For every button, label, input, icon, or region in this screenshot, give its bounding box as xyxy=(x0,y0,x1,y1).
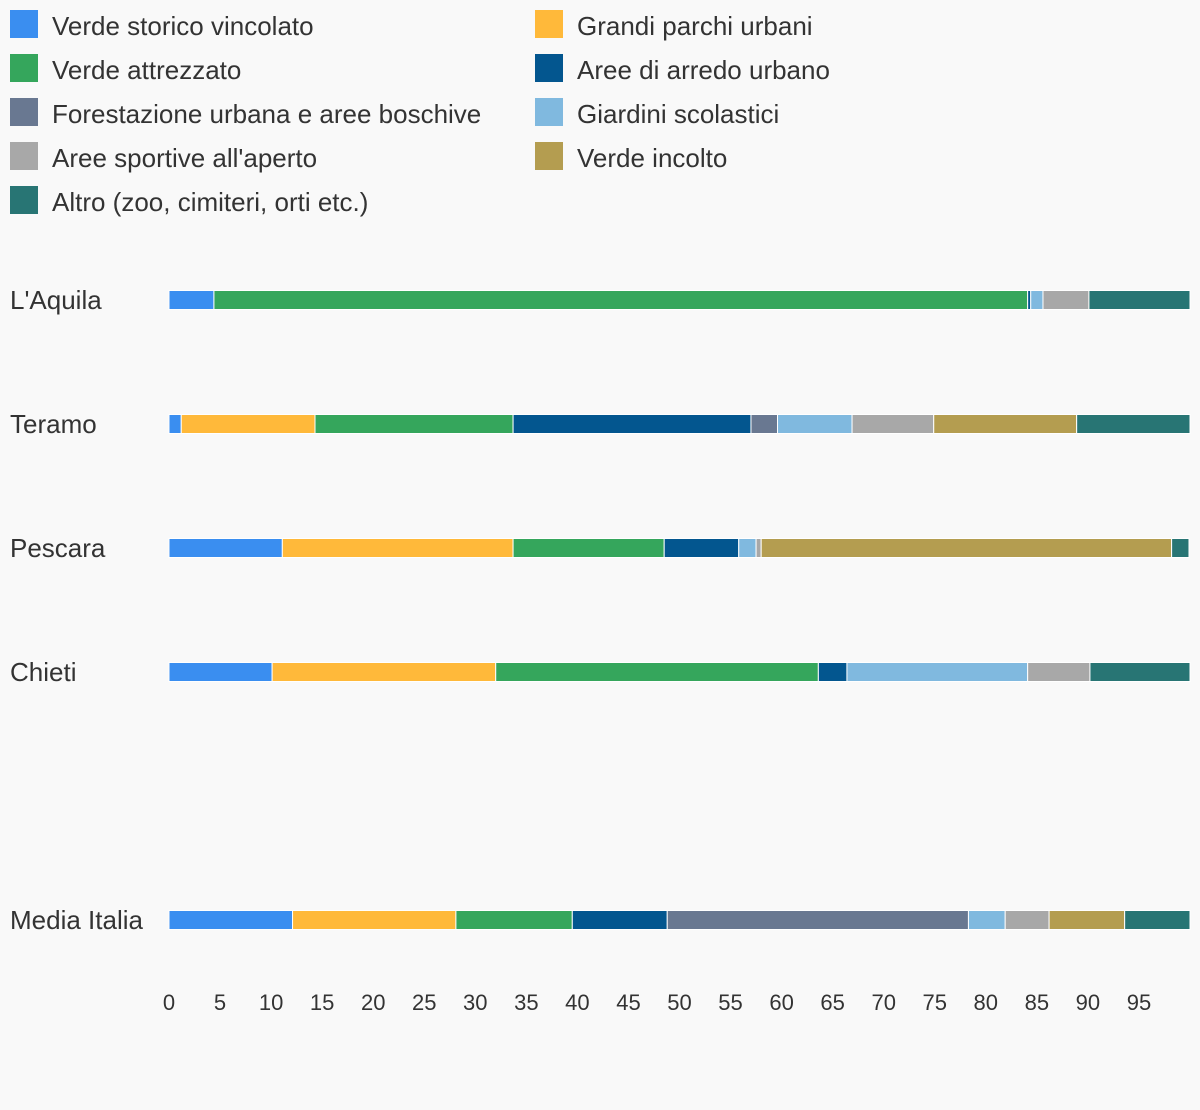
bar-media-italia-forestazione-urbana-e-aree-boschive[interactable] xyxy=(667,911,968,930)
legend-swatch xyxy=(10,54,38,82)
legend-label: Verde incolto xyxy=(577,143,727,173)
bar-media-italia-verde-storico-vincolato[interactable] xyxy=(169,911,293,930)
bar-pescara-verde-storico-vincolato[interactable] xyxy=(169,539,282,558)
x-axis: 0 5 10 15 20 25 30 35 40 45 50 55 60 65 70 75 80 85 90 95 xyxy=(163,990,1151,1015)
bar-l-aquila-altro-zoo-cimiteri-orti-etc[interactable] xyxy=(1089,291,1190,310)
bar-media-italia-verde-attrezzato[interactable] xyxy=(456,911,572,930)
legend-item-verde-incolto[interactable]: Verde incolto xyxy=(535,142,727,173)
bar-chieti-verde-storico-vincolato[interactable] xyxy=(169,663,272,682)
x-tick-label: 35 xyxy=(514,990,538,1015)
legend-label: Verde storico vincolato xyxy=(52,11,314,41)
bar-teramo-aree-sportive-all-aperto[interactable] xyxy=(852,415,934,434)
bar-teramo-verde-attrezzato[interactable] xyxy=(315,415,513,434)
bar-l-aquila-verde-storico-vincolato[interactable] xyxy=(169,291,214,310)
legend-label: Giardini scolastici xyxy=(577,99,779,129)
x-tick-label: 40 xyxy=(565,990,589,1015)
category-label-teramo: Teramo xyxy=(10,409,97,439)
bar-teramo-forestazione-urbana-e-aree-boschive[interactable] xyxy=(751,415,778,434)
legend-label: Altro (zoo, cimiteri, orti etc.) xyxy=(52,187,368,217)
bar-teramo-verde-storico-vincolato[interactable] xyxy=(169,415,181,434)
bar-chieti-aree-sportive-all-aperto[interactable] xyxy=(1028,663,1090,682)
legend-item-forestazione-urbana-e-aree-boschive[interactable]: Forestazione urbana e aree boschive xyxy=(10,98,481,129)
bar-chieti-altro-zoo-cimiteri-orti-etc[interactable] xyxy=(1090,663,1190,682)
bar-teramo-aree-di-arredo-urbano[interactable] xyxy=(513,415,751,434)
x-tick-label: 95 xyxy=(1127,990,1151,1015)
x-tick-label: 15 xyxy=(310,990,334,1015)
bars xyxy=(169,291,1190,930)
legend: Verde storico vincolato Grandi parchi urb… xyxy=(10,10,830,217)
legend-item-aree-sportive-all-aperto[interactable]: Aree sportive all'aperto xyxy=(10,142,317,173)
x-tick-label: 30 xyxy=(463,990,487,1015)
category-label-chieti: Chieti xyxy=(10,657,76,687)
bar-media-italia-giardini-scolastici[interactable] xyxy=(968,911,1005,930)
bar-pescara-giardini-scolastici[interactable] xyxy=(739,539,756,558)
bar-teramo-verde-incolto[interactable] xyxy=(934,415,1077,434)
category-label-pescara: Pescara xyxy=(10,533,106,563)
x-tick-label: 0 xyxy=(163,990,175,1015)
legend-swatch xyxy=(535,142,563,170)
legend-swatch xyxy=(535,54,563,82)
bar-pescara-aree-di-arredo-urbano[interactable] xyxy=(664,539,739,558)
legend-item-aree-di-arredo-urbano[interactable]: Aree di arredo urbano xyxy=(535,54,830,85)
legend-item-giardini-scolastici[interactable]: Giardini scolastici xyxy=(535,98,779,129)
x-tick-label: 10 xyxy=(259,990,283,1015)
category-labels: L'Aquila Teramo Pescara Chieti Media Italia xyxy=(10,285,143,935)
x-tick-label: 20 xyxy=(361,990,385,1015)
legend-swatch xyxy=(535,98,563,126)
legend-swatch xyxy=(10,10,38,38)
legend-item-altro-zoo-cimiteri-orti-etc[interactable]: Altro (zoo, cimiteri, orti etc.) xyxy=(10,186,368,217)
x-tick-label: 25 xyxy=(412,990,436,1015)
bar-pescara-verde-attrezzato[interactable] xyxy=(513,539,664,558)
bar-chieti-verde-attrezzato[interactable] xyxy=(496,663,819,682)
category-label-l-aquila: L'Aquila xyxy=(10,285,102,315)
legend-label: Grandi parchi urbani xyxy=(577,11,813,41)
bar-pescara-grandi-parchi-urbani[interactable] xyxy=(282,539,513,558)
chart-canvas: Verde storico vincolato Grandi parchi urb… xyxy=(0,0,1200,1110)
bar-pescara-aree-sportive-all-aperto[interactable] xyxy=(756,539,761,558)
x-tick-label: 55 xyxy=(718,990,742,1015)
category-label-media-italia: Media Italia xyxy=(10,905,143,935)
legend-swatch xyxy=(10,186,38,214)
legend-label: Aree sportive all'aperto xyxy=(52,143,317,173)
x-tick-label: 65 xyxy=(820,990,844,1015)
bar-media-italia-aree-di-arredo-urbano[interactable] xyxy=(572,911,667,930)
x-tick-label: 5 xyxy=(214,990,226,1015)
stacked-bar-chart: Verde storico vincolato Grandi parchi urb… xyxy=(0,0,1200,1110)
legend-swatch xyxy=(10,142,38,170)
legend-swatch xyxy=(535,10,563,38)
legend-item-verde-attrezzato[interactable]: Verde attrezzato xyxy=(10,54,241,85)
bar-chieti-grandi-parchi-urbani[interactable] xyxy=(272,663,496,682)
bar-teramo-giardini-scolastici[interactable] xyxy=(778,415,853,434)
x-tick-label: 90 xyxy=(1076,990,1100,1015)
bar-l-aquila-giardini-scolastici[interactable] xyxy=(1031,291,1043,310)
x-tick-label: 75 xyxy=(923,990,947,1015)
x-tick-label: 50 xyxy=(667,990,691,1015)
bar-media-italia-altro-zoo-cimiteri-orti-etc[interactable] xyxy=(1125,911,1190,930)
bar-media-italia-grandi-parchi-urbani[interactable] xyxy=(293,911,456,930)
bar-pescara-altro-zoo-cimiteri-orti-etc[interactable] xyxy=(1172,539,1189,558)
legend-item-grandi-parchi-urbani[interactable]: Grandi parchi urbani xyxy=(535,10,813,41)
x-tick-label: 45 xyxy=(616,990,640,1015)
legend-swatch xyxy=(10,98,38,126)
bar-chieti-giardini-scolastici[interactable] xyxy=(847,663,1028,682)
x-tick-label: 85 xyxy=(1025,990,1049,1015)
x-tick-label: 60 xyxy=(769,990,793,1015)
bar-l-aquila-verde-attrezzato[interactable] xyxy=(214,291,1028,310)
bar-pescara-verde-incolto[interactable] xyxy=(761,539,1171,558)
legend-item-verde-storico-vincolato[interactable]: Verde storico vincolato xyxy=(10,10,314,41)
bar-media-italia-verde-incolto[interactable] xyxy=(1049,911,1125,930)
legend-label: Aree di arredo urbano xyxy=(577,55,830,85)
x-tick-label: 70 xyxy=(871,990,895,1015)
legend-label: Forestazione urbana e aree boschive xyxy=(52,99,481,129)
x-tick-label: 80 xyxy=(974,990,998,1015)
bar-media-italia-aree-sportive-all-aperto[interactable] xyxy=(1005,911,1049,930)
bar-l-aquila-aree-sportive-all-aperto[interactable] xyxy=(1043,291,1089,310)
bar-teramo-grandi-parchi-urbani[interactable] xyxy=(181,415,315,434)
bar-teramo-altro-zoo-cimiteri-orti-etc[interactable] xyxy=(1077,415,1190,434)
legend-label: Verde attrezzato xyxy=(52,55,241,85)
bar-chieti-aree-di-arredo-urbano[interactable] xyxy=(818,663,847,682)
